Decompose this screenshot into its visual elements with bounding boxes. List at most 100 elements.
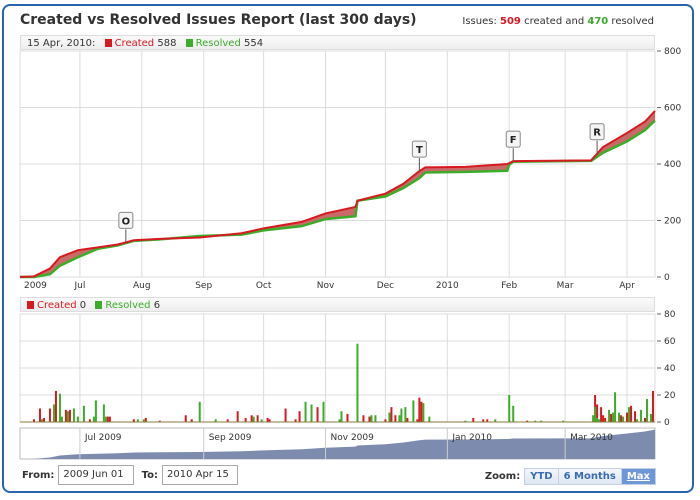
resolved-bar [562, 420, 565, 422]
created-bar [390, 407, 393, 422]
created-bar [394, 415, 397, 422]
created-bar [64, 409, 67, 422]
created-bar [184, 415, 187, 422]
report-frame [2, 4, 694, 493]
legend-created-value: 588 [157, 38, 177, 49]
x-tick-label: Dec [377, 281, 394, 291]
created-bar [362, 415, 365, 422]
resolved-bar [214, 419, 217, 422]
resolved-count: 470 [587, 16, 609, 27]
y-tick-label: 0 [664, 273, 670, 283]
resolved-bar [58, 393, 61, 422]
created-bar [106, 416, 109, 422]
y-tick-label: 200 [664, 217, 681, 227]
from-date-input[interactable]: 2009 Jun 01 [58, 465, 135, 485]
resolved-bar [398, 415, 401, 422]
flag-marker [505, 130, 521, 148]
created-bar [644, 417, 647, 422]
created-bar [610, 413, 613, 422]
created-bar [620, 415, 623, 422]
zoom-ytd-button[interactable]: YTD [524, 468, 559, 485]
resolved-bar [82, 405, 85, 422]
created-bar [244, 417, 247, 422]
resolved-bar [340, 411, 343, 422]
y-tick-label: 20 [664, 391, 676, 401]
legend-date: 15 Apr, 2010: [27, 38, 96, 49]
y-tick-label: 60 [664, 337, 676, 347]
created-bar [48, 408, 51, 422]
resolved-bar [640, 409, 643, 422]
created-line [19, 110, 656, 278]
created-bar [144, 417, 147, 422]
resolved-bar [404, 407, 407, 422]
created-bar [630, 405, 633, 422]
resolved-bar [592, 415, 595, 422]
resolved-bar [650, 413, 653, 422]
resolved-bar [370, 415, 373, 422]
created-bar [38, 408, 41, 422]
resolved-bar [612, 412, 615, 422]
flag-marker [411, 140, 427, 158]
resolved-bar [66, 411, 69, 422]
resolved-bar [322, 401, 325, 422]
x-tick-label: 2010 [436, 281, 459, 291]
zoom-6-months-button[interactable]: 6 Months [557, 468, 622, 485]
resolved-bar [92, 416, 95, 422]
created-bar [316, 407, 319, 422]
created-swatch-icon [27, 301, 34, 309]
resolved-swatch-icon [185, 39, 193, 47]
resolved-bar [614, 392, 617, 422]
resolved-bar [76, 416, 79, 422]
navigator-tick-label: Mar 2010 [570, 433, 613, 443]
created-bar [418, 397, 421, 422]
flag-label: R [593, 128, 601, 139]
resolved-bar [260, 419, 263, 422]
resolved-bar [628, 407, 631, 422]
resolved-bar [428, 416, 431, 422]
date-range: From: 2009 Jun 01 To: 2010 Apr 15 [22, 465, 242, 485]
x-tick-label: Sep [195, 281, 212, 291]
x-tick-label: Aug [133, 281, 151, 291]
resolved-bar [356, 343, 359, 422]
resolved-bar [94, 400, 97, 422]
flag-label: O [122, 216, 131, 227]
navigator-area [20, 429, 655, 459]
summary-suffix: resolved [611, 16, 654, 27]
created-bar [190, 419, 193, 422]
created-bar [158, 420, 161, 422]
created-bar [604, 417, 607, 422]
created-bar [652, 390, 655, 422]
y-tick-label: 800 [664, 47, 681, 57]
x-tick-label: Nov [317, 281, 335, 291]
resolved-bar [534, 420, 537, 422]
created-bar [482, 419, 485, 422]
created-bar [250, 415, 253, 422]
created-bar [268, 419, 271, 422]
created-bar [626, 412, 629, 422]
resolved-bar [338, 419, 341, 422]
resolved-bar [310, 404, 313, 422]
created-bar [256, 415, 259, 422]
resolved-bar [252, 416, 255, 422]
resolved-bar [136, 419, 139, 422]
to-date-input[interactable]: 2010 Apr 15 [161, 465, 238, 485]
from-label: From: [22, 470, 55, 481]
flag-marker [589, 123, 605, 141]
resolved-bar [412, 400, 415, 422]
created-bar [420, 401, 423, 422]
zoom-max-button[interactable]: Max [620, 468, 656, 485]
created-bar [32, 419, 35, 422]
legend-resolved-label: Resolved [195, 38, 241, 49]
resolved-bar [608, 409, 611, 422]
resolved-bar [594, 407, 597, 422]
zoom-label: Zoom: [484, 471, 521, 482]
x-tick-label: 2009 [24, 281, 47, 291]
navigator-tick-label: Sep 2009 [209, 433, 252, 443]
created-count: 509 [500, 16, 521, 27]
resolved-bar [646, 399, 649, 422]
legend-resolved-value: 6 [153, 300, 161, 311]
created-bar [600, 407, 603, 422]
created-bar [368, 416, 371, 422]
legend-resolved-value: 554 [244, 38, 264, 49]
